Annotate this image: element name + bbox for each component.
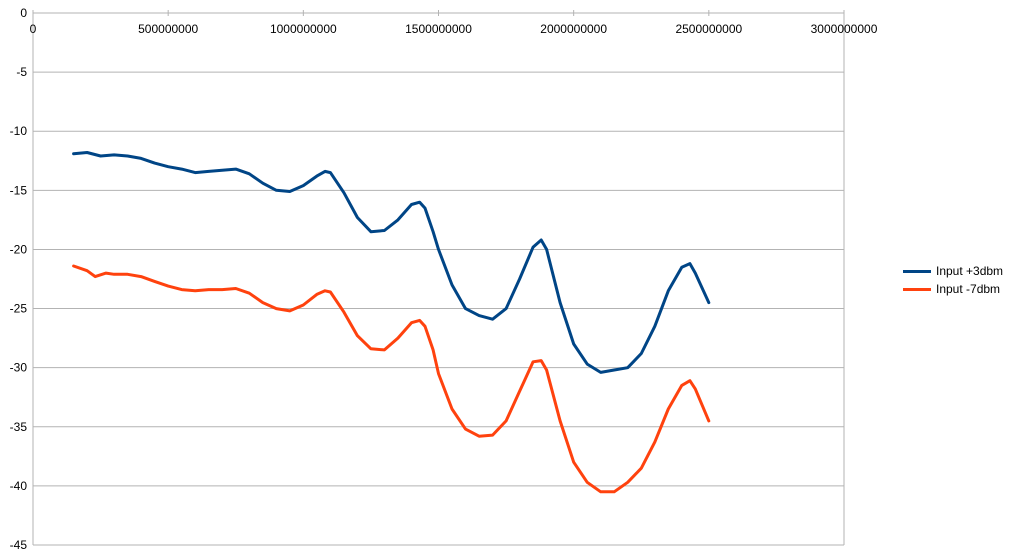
legend-swatch [903,287,931,291]
x-tick-label: 2500000000 [675,22,742,36]
y-tick-label: -40 [10,479,28,493]
legend-label: Input +3dbm [936,264,1004,278]
grid-lines [33,12,845,546]
series-line-2 [72,264,711,494]
y-tick-label: -20 [10,242,28,256]
y-tick-label: -30 [10,361,28,375]
x-tick-label: 0 [30,22,37,36]
y-tick-label: -25 [10,302,28,316]
x-tick-label: 3000000000 [811,22,878,36]
x-tick-label: 2000000000 [540,22,607,36]
y-tick-label: -45 [10,538,28,552]
x-tick-label: 500000000 [138,22,198,36]
legend-item: Input -7dbm [903,280,1013,298]
legend-item: Input +3dbm [903,262,1013,280]
series-line-1 [72,151,711,374]
y-tick-labels: 0 -5 -10 -15 -20 -25 -30 -35 -40 -45 [10,6,28,552]
x-tick-labels: 0 500000000 1000000000 1500000000 2000000000… [30,22,878,36]
series-layer [72,151,711,494]
y-tick-label: 0 [20,6,27,20]
x-tick-label: 1000000000 [270,22,337,36]
legend-swatch [903,269,931,273]
axes [32,10,845,545]
x-tick-label: 1500000000 [405,22,472,36]
legend: Input +3dbm Input -7dbm [903,262,1013,298]
y-tick-label: -15 [10,183,28,197]
y-tick-label: -35 [10,420,28,434]
y-tick-label: -10 [10,124,28,138]
y-tick-label: -5 [16,65,27,79]
legend-label: Input -7dbm [936,282,1001,296]
